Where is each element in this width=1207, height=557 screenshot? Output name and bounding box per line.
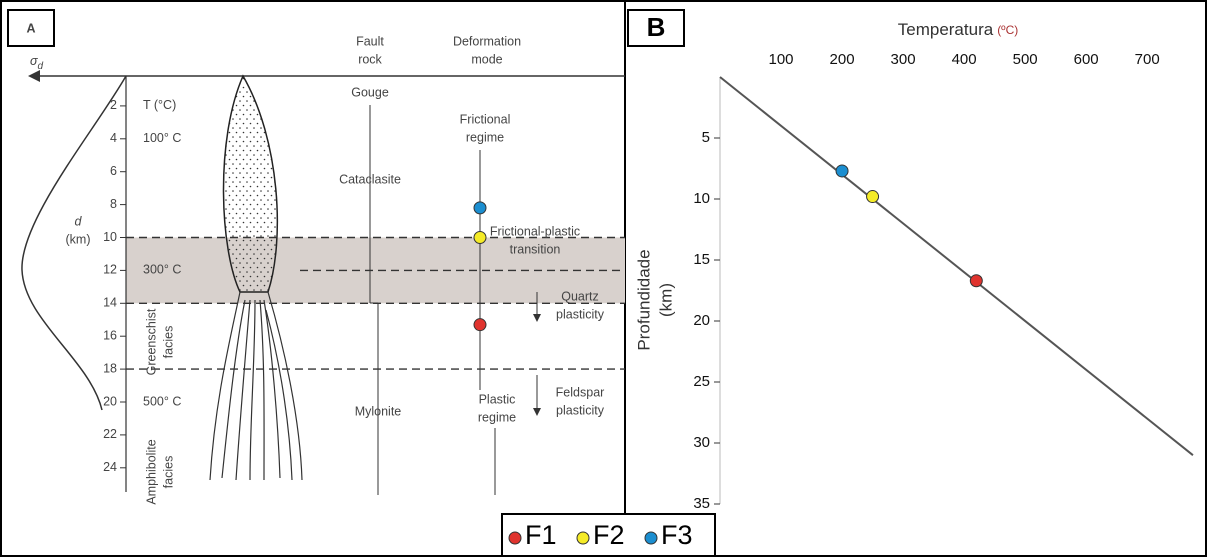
y-tick-label: 35 <box>693 495 710 512</box>
y-tick-label: 25 <box>693 373 710 390</box>
mylonite-zone <box>209 291 303 481</box>
temperature-label: 300° C <box>143 263 181 277</box>
panel-label: A <box>26 21 35 35</box>
fault-rock: Cataclasite <box>339 172 401 186</box>
deformation-mode: Frictional <box>460 112 511 126</box>
x-axis-title-text: Temperatura <box>898 20 994 39</box>
point <box>473 318 487 332</box>
column-header: rock <box>358 52 382 66</box>
panel-label-box <box>7 9 55 47</box>
panel-label: B <box>647 12 666 42</box>
y-tick-label: 12 <box>103 263 117 277</box>
column-header: Fault <box>356 34 384 48</box>
column-header: mode <box>471 52 502 66</box>
temperature-label: 500° C <box>143 394 181 408</box>
legend-marker <box>644 531 658 545</box>
y-tick-label: 22 <box>103 427 117 441</box>
y-tick-label: 2 <box>110 98 117 112</box>
sigma-label: σd <box>30 54 44 71</box>
legend-marker <box>576 531 590 545</box>
deformation-mode: plasticity <box>556 403 605 417</box>
temperature-label: 100° C <box>143 131 181 145</box>
legend-marker <box>508 531 522 545</box>
x-tick-label: 300 <box>891 51 916 68</box>
column-header: Deformation <box>453 34 521 48</box>
deformation-mode: transition <box>510 242 561 256</box>
y-tick-label: 6 <box>110 164 117 178</box>
x-tick-label: 400 <box>952 51 977 68</box>
x-axis-title: Temperatura (ºC) <box>898 20 1018 39</box>
legend-label: F3 <box>661 520 693 550</box>
legend-box <box>501 513 716 557</box>
fault-rock: Mylonite <box>355 404 402 418</box>
y-tick-label: 4 <box>110 131 117 145</box>
depth-unit: (km) <box>66 232 91 246</box>
panel-b: B Temperatura (ºC) Profundidade (km) 100 200 3… <box>627 9 1194 512</box>
depth-symbol: d <box>75 214 83 228</box>
stress-curve <box>21 75 127 411</box>
y-tick-label: 20 <box>103 394 117 408</box>
y-tick-label: 8 <box>110 197 117 211</box>
y-tick-label: 15 <box>693 251 710 268</box>
point <box>835 164 849 178</box>
sigma-symbol: σ <box>30 54 38 68</box>
point <box>969 274 983 288</box>
point <box>473 201 487 215</box>
legend: F1 F2 F3 <box>501 513 716 557</box>
t-label: T (°C) <box>143 98 176 112</box>
fault-lens <box>222 74 279 293</box>
x-tick-label: 700 <box>1135 51 1160 68</box>
deformation-mode: Quartz <box>561 289 599 303</box>
deformation-mode: Feldspar <box>556 385 605 399</box>
x-tick-label: 600 <box>1074 51 1099 68</box>
y-tick-label: 10 <box>103 230 117 244</box>
legend-label: F2 <box>593 520 625 550</box>
sigma-subscript: d <box>38 61 44 72</box>
y-tick-label: 30 <box>693 434 710 451</box>
x-tick-label: 500 <box>1013 51 1038 68</box>
y-tick-label: 14 <box>103 296 117 310</box>
legend-label: F1 <box>525 520 557 550</box>
point <box>473 231 487 244</box>
y-axis-title: (km) <box>656 283 675 317</box>
facies-label: facies <box>161 456 175 489</box>
fault-rock: Gouge <box>351 85 389 99</box>
point <box>866 190 880 204</box>
x-axis-unit: (ºC) <box>997 23 1018 37</box>
y-tick-label: 5 <box>702 129 710 146</box>
facies-label: Amphibolite <box>144 439 158 504</box>
deformation-mode: plasticity <box>556 307 605 321</box>
x-tick-label: 100 <box>769 51 794 68</box>
panel-label-box <box>627 9 685 47</box>
y-tick-label: 18 <box>103 361 117 375</box>
y-tick-label: 16 <box>103 328 117 342</box>
deformation-mode: Frictional-plastic <box>490 224 580 238</box>
facies-label: facies <box>161 326 175 359</box>
y-tick-label: 10 <box>693 190 710 207</box>
x-tick-label: 200 <box>830 51 855 68</box>
deformation-mode: Plastic <box>479 392 516 406</box>
facies-label: Greenschist <box>144 308 158 375</box>
deformation-mode: regime <box>478 410 516 424</box>
y-tick-label: 24 <box>103 460 117 474</box>
y-axis-title: Profundidade <box>634 249 653 350</box>
trend-line <box>719 76 1194 456</box>
deformation-mode: regime <box>466 130 504 144</box>
y-tick-label: 20 <box>693 312 710 329</box>
